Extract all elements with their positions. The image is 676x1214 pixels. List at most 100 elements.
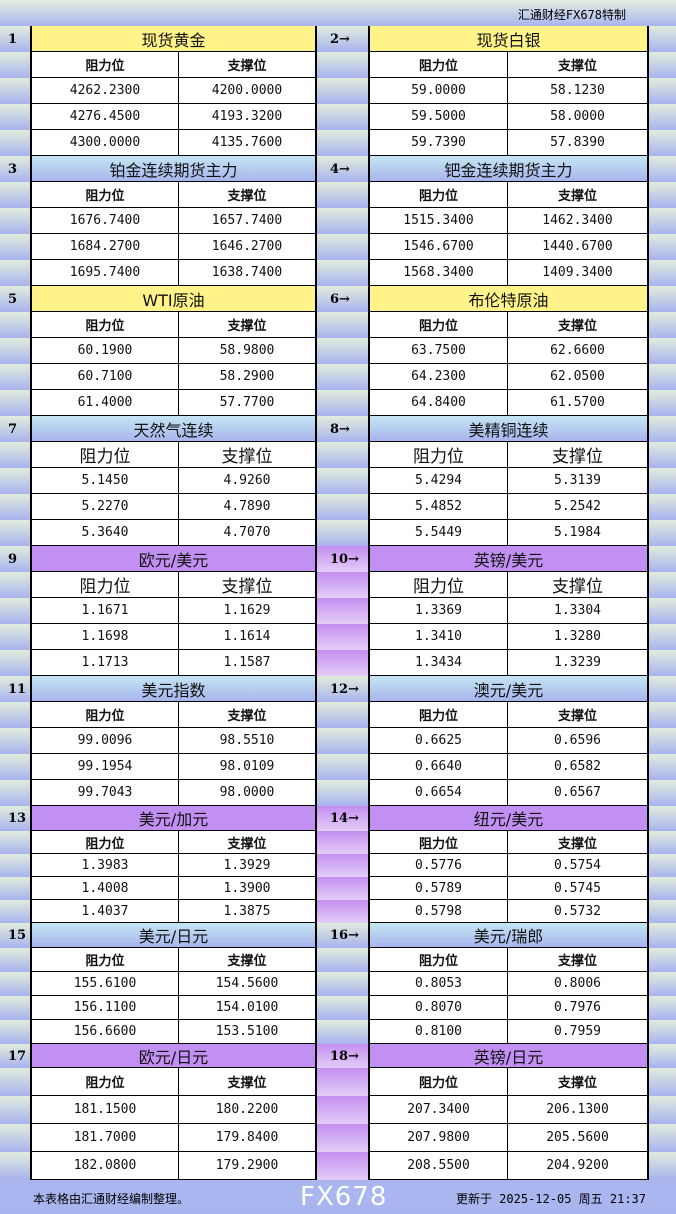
support-value: 1.3929	[179, 854, 317, 877]
column-header-row: 阻力位 支撑位 阻力位 支撑位	[0, 1068, 676, 1096]
resistance-header: 阻力位	[30, 1068, 179, 1096]
resistance-value: 181.1500	[30, 1096, 179, 1124]
resistance-value: 60.7100	[30, 364, 179, 390]
resistance-value: 61.4000	[30, 390, 179, 416]
table-row: 1.3983 1.3929 0.5776 0.5754	[0, 854, 676, 877]
section-title: 美元/加元	[30, 806, 317, 831]
support-value: 1.1629	[179, 598, 317, 624]
support-value: 4193.3200	[179, 104, 317, 130]
support-value: 98.0109	[179, 754, 317, 780]
support-value: 206.1300	[508, 1096, 649, 1124]
resistance-header: 阻力位	[30, 52, 179, 78]
support-header: 支撑位	[508, 442, 649, 468]
support-value: 154.5600	[179, 972, 317, 996]
brand-label: 汇通财经FX678特制	[517, 8, 626, 22]
section-number: 17	[8, 1048, 27, 1064]
support-value: 0.7976	[508, 996, 649, 1020]
resistance-value: 1.1698	[30, 624, 179, 650]
support-header: 支撑位	[179, 572, 317, 598]
support-value: 57.7700	[179, 390, 317, 416]
table-row: 1.4008 1.3900 0.5789 0.5745	[0, 877, 676, 900]
table-row: 156.1100 154.0100 0.8070 0.7976	[0, 996, 676, 1020]
resistance-value: 0.8070	[368, 996, 508, 1020]
support-value: 1646.2700	[179, 234, 317, 260]
resistance-value: 1684.2700	[30, 234, 179, 260]
table-row: 5.3640 4.7070 5.5449 5.1984	[0, 520, 676, 546]
resistance-header: 阻力位	[368, 572, 508, 598]
section-number: 12→	[330, 681, 359, 697]
resistance-value: 5.4852	[368, 494, 508, 520]
table-row: 1676.7400 1657.7400 1515.3400 1462.3400	[0, 208, 676, 234]
support-header: 支撑位	[179, 831, 317, 854]
resistance-value: 1515.3400	[368, 208, 508, 234]
resistance-value: 1.1713	[30, 650, 179, 676]
support-value: 1.3900	[179, 877, 317, 900]
support-value: 58.9800	[179, 338, 317, 364]
resistance-value: 1.3983	[30, 854, 179, 877]
resistance-value: 0.6625	[368, 728, 508, 754]
section-title: 铂金连续期货主力	[30, 156, 317, 182]
middle-gutter	[317, 806, 368, 831]
resistance-value: 4300.0000	[30, 130, 179, 156]
support-value: 1.1614	[179, 624, 317, 650]
support-header: 支撑位	[179, 948, 317, 972]
support-value: 0.8006	[508, 972, 649, 996]
support-value: 58.2900	[179, 364, 317, 390]
column-header-row: 阻力位 支撑位 阻力位 支撑位	[0, 948, 676, 972]
support-header: 支撑位	[508, 312, 649, 338]
section-number: 8→	[330, 421, 350, 437]
section-title: 布伦特原油	[368, 286, 649, 312]
resistance-value: 181.7000	[30, 1124, 179, 1152]
resistance-header: 阻力位	[368, 312, 508, 338]
resistance-value: 1695.7400	[30, 260, 179, 286]
support-value: 0.7959	[508, 1020, 649, 1044]
section-number: 5	[8, 291, 18, 307]
resistance-header: 阻力位	[30, 442, 179, 468]
section-number: 11	[8, 681, 27, 697]
column-header-row: 阻力位 支撑位 阻力位 支撑位	[0, 572, 676, 598]
support-value: 179.8400	[179, 1124, 317, 1152]
support-header: 支撑位	[508, 52, 649, 78]
support-value: 1.3304	[508, 598, 649, 624]
support-value: 4.9260	[179, 468, 317, 494]
resistance-value: 0.6654	[368, 780, 508, 806]
section-title: 现货白银	[368, 26, 649, 52]
section-title-row: 9 10→ 欧元/美元 英镑/美元	[0, 546, 676, 572]
support-value: 1409.3400	[508, 260, 649, 286]
resistance-value: 5.4294	[368, 468, 508, 494]
section-number: 15	[8, 928, 27, 943]
section-number: 10→	[330, 551, 359, 567]
table-row: 4262.2300 4200.0000 59.0000 58.1230	[0, 78, 676, 104]
resistance-value: 1568.3400	[368, 260, 508, 286]
middle-gutter	[317, 854, 368, 877]
support-header: 支撑位	[508, 948, 649, 972]
resistance-value: 59.7390	[368, 130, 508, 156]
section-title: 英镑/日元	[368, 1044, 649, 1068]
table-row: 156.6600 153.5100 0.8100 0.7959	[0, 1020, 676, 1044]
resistance-header: 阻力位	[368, 52, 508, 78]
resistance-header: 阻力位	[30, 702, 179, 728]
resistance-value: 99.7043	[30, 780, 179, 806]
resistance-header: 阻力位	[368, 702, 508, 728]
resistance-value: 0.5776	[368, 854, 508, 877]
support-value: 61.5700	[508, 390, 649, 416]
support-value: 4.7070	[179, 520, 317, 546]
support-value: 1462.3400	[508, 208, 649, 234]
resistance-value: 99.1954	[30, 754, 179, 780]
section-title-row: 5 6→ WTI原油 布伦特原油	[0, 286, 676, 312]
support-value: 5.1984	[508, 520, 649, 546]
top-banner: 汇通财经FX678特制	[0, 0, 676, 26]
column-header-row: 阻力位 支撑位 阻力位 支撑位	[0, 442, 676, 468]
support-value: 58.1230	[508, 78, 649, 104]
resistance-value: 60.1900	[30, 338, 179, 364]
resistance-header: 阻力位	[30, 312, 179, 338]
middle-gutter	[317, 546, 368, 572]
support-header: 支撑位	[179, 312, 317, 338]
support-header: 支撑位	[179, 52, 317, 78]
table-row: 99.7043 98.0000 0.6654 0.6567	[0, 780, 676, 806]
resistance-value: 156.6600	[30, 1020, 179, 1044]
support-header: 支撑位	[179, 442, 317, 468]
section-title: 欧元/美元	[30, 546, 317, 572]
table-row: 5.1450 4.9260 5.4294 5.3139	[0, 468, 676, 494]
resistance-header: 阻力位	[30, 182, 179, 208]
